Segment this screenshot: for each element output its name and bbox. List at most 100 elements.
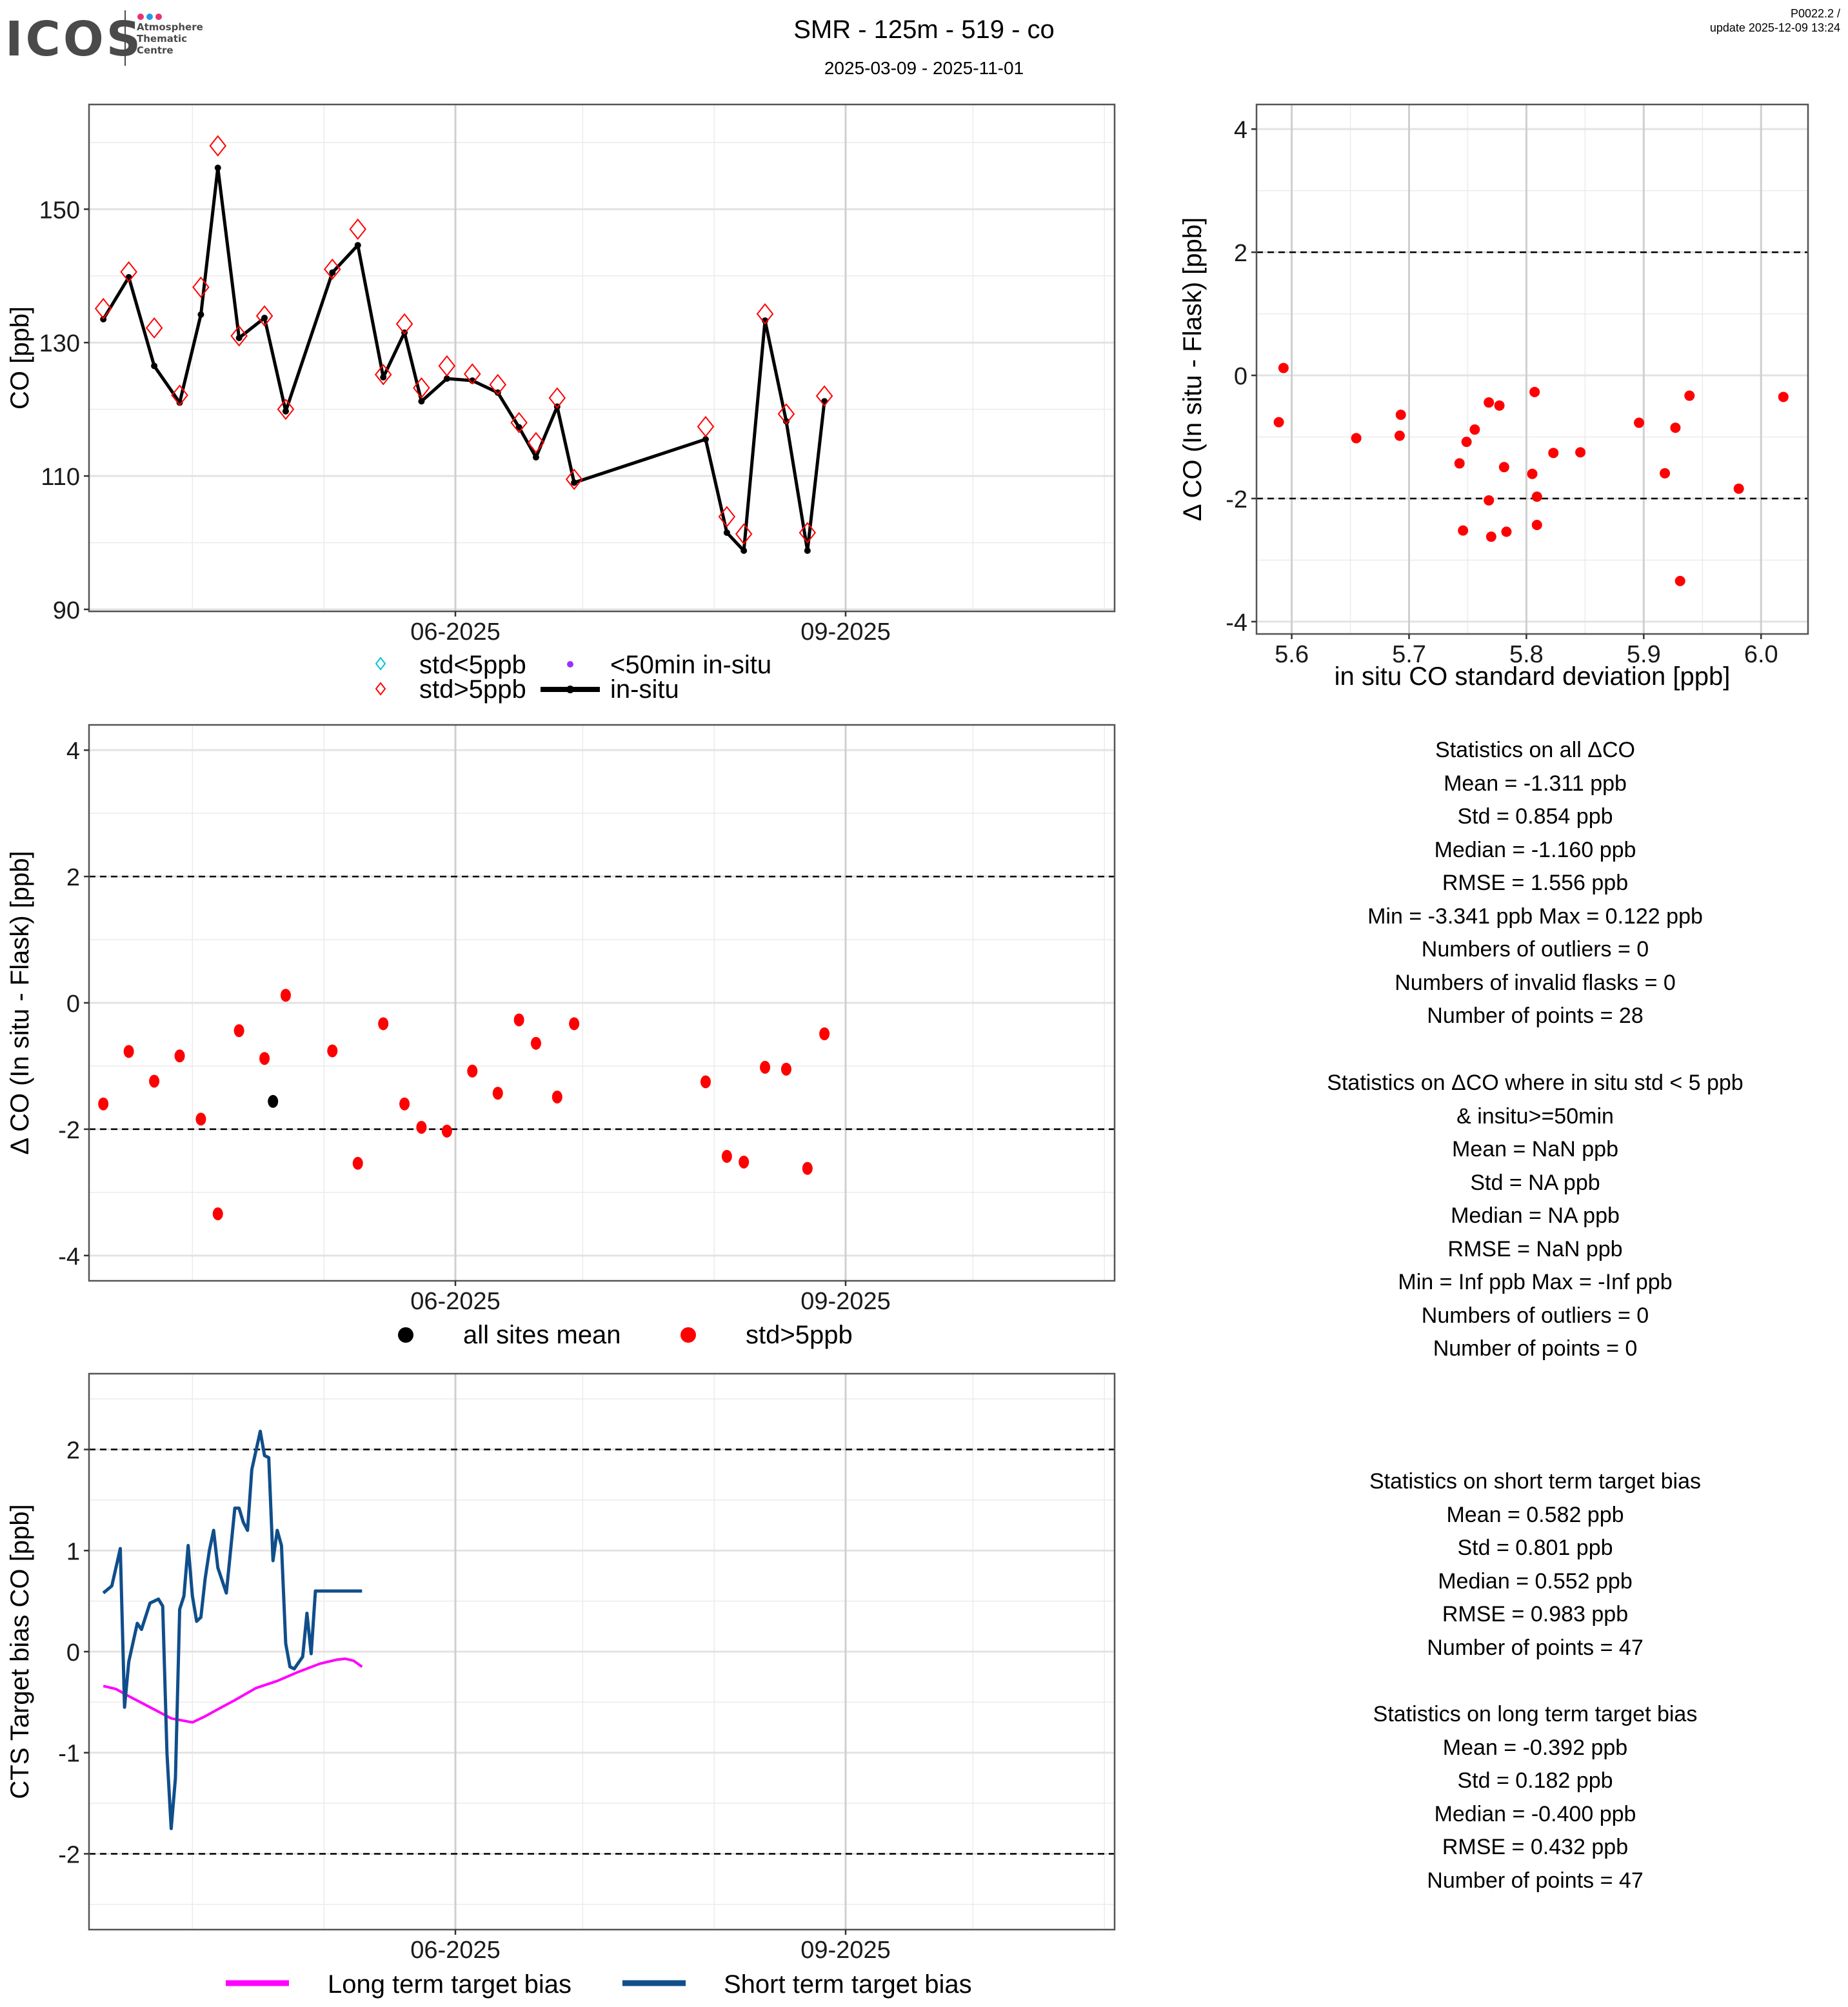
stats-line: Median = -0.400 ppb bbox=[1434, 1801, 1636, 1826]
logo-line: Thematic bbox=[137, 33, 188, 44]
y-tick-label: 2 bbox=[1234, 240, 1247, 267]
y-tick-label: -2 bbox=[1226, 486, 1247, 513]
flask-point bbox=[735, 523, 753, 545]
plot-frame bbox=[1255, 103, 1809, 635]
scatter-point bbox=[1484, 397, 1495, 408]
stats-line: Std = 0.854 ppb bbox=[1457, 804, 1613, 829]
delta-point bbox=[280, 989, 291, 1002]
flask-point bbox=[464, 363, 481, 385]
stats-line: Std = NA ppb bbox=[1470, 1170, 1600, 1195]
x-tick-label: 5.7 bbox=[1392, 641, 1426, 668]
x-ticks: 5.6 5.7 5.8 5.9 6.0 bbox=[1275, 634, 1778, 668]
legend-label: std>5ppb bbox=[419, 675, 526, 704]
delta-point bbox=[98, 1097, 109, 1111]
flask-point bbox=[489, 373, 507, 395]
delta-point bbox=[327, 1044, 338, 1058]
stats-line: Mean = NaN ppb bbox=[1452, 1137, 1618, 1162]
flask-point bbox=[718, 506, 736, 528]
stats-heading: Statistics on ΔCO where in situ std < 5 … bbox=[1327, 1071, 1744, 1095]
y-tick-label: 2 bbox=[66, 864, 80, 891]
scatter-point bbox=[1498, 462, 1509, 473]
x-tick-label: 09-2025 bbox=[800, 618, 890, 646]
insitu-point bbox=[515, 424, 522, 431]
x-ticks: 06-2025 09-2025 bbox=[410, 1281, 891, 1315]
flask-point bbox=[145, 317, 163, 339]
insitu-point bbox=[214, 164, 221, 172]
flask-point bbox=[395, 313, 413, 335]
flask-point bbox=[815, 385, 833, 407]
insitu-point bbox=[443, 375, 450, 382]
y-ticks: -4 -2 0 2 4 bbox=[58, 738, 89, 1270]
insitu-point bbox=[782, 418, 790, 425]
delta-point bbox=[802, 1162, 813, 1175]
x-tick-label: 5.9 bbox=[1627, 641, 1661, 668]
flask-point bbox=[565, 468, 583, 490]
flask-point bbox=[94, 297, 112, 320]
flask-point bbox=[548, 387, 566, 409]
dot-red-icon bbox=[681, 1327, 696, 1343]
flask-point bbox=[324, 258, 341, 281]
stats-line: Median = NA ppb bbox=[1451, 1203, 1620, 1228]
plot-frame bbox=[88, 103, 1116, 613]
stats-line: Numbers of outliers = 0 bbox=[1421, 1303, 1649, 1328]
y-tick-label: 4 bbox=[1234, 117, 1247, 144]
insitu-point bbox=[740, 547, 748, 554]
delta-point bbox=[780, 1062, 791, 1076]
y-ticks: 90 110 130 150 bbox=[39, 197, 89, 624]
insitu-point bbox=[151, 362, 158, 370]
diamond-red-icon bbox=[375, 682, 386, 696]
legend-label: std<5ppb bbox=[419, 651, 526, 679]
legend-label: std>5ppb bbox=[746, 1321, 853, 1349]
scatter-point bbox=[1670, 422, 1681, 433]
x-tick-label: 06-2025 bbox=[410, 1288, 500, 1315]
stats-short-term-bias: Statistics on short term target bias Mean… bbox=[1264, 1465, 1806, 1665]
scatter-point bbox=[1273, 417, 1284, 428]
scatter-point bbox=[1469, 424, 1480, 435]
grid bbox=[89, 1374, 1115, 1930]
x-tick-label: 5.8 bbox=[1509, 641, 1544, 668]
flask-point bbox=[799, 522, 817, 544]
stats-filtered-delta: Statistics on ΔCO where in situ std < 5 … bbox=[1264, 1067, 1806, 1366]
delta-point bbox=[569, 1017, 580, 1031]
scatter-point bbox=[1529, 386, 1540, 397]
reference-lines bbox=[89, 875, 1115, 1131]
page-title: SMR - 125m - 519 - co bbox=[793, 15, 1055, 44]
scatter-point bbox=[1531, 491, 1542, 502]
scatter-point bbox=[1458, 525, 1469, 536]
delta-timeseries-chart: -4 -2 0 2 4 06-2025 09-2025 Δ CO (In situ - F… bbox=[6, 724, 1116, 1315]
x-axis-label: in situ CO standard deviation [ppb] bbox=[1335, 662, 1731, 691]
delta-point bbox=[530, 1036, 541, 1050]
logo-line: Atmosphere bbox=[137, 21, 203, 33]
stats-line: Median = -1.160 ppb bbox=[1434, 837, 1636, 862]
y-ticks: -4 -2 0 2 4 bbox=[1226, 117, 1257, 637]
delta-point bbox=[123, 1045, 134, 1058]
insitu-point bbox=[282, 408, 289, 415]
legend-middle: all sites mean std>5ppb bbox=[398, 1321, 853, 1349]
y-tick-label: 90 bbox=[53, 597, 80, 624]
insitu-point bbox=[532, 454, 539, 461]
y-tick-label: 150 bbox=[39, 197, 80, 224]
delta-point bbox=[513, 1013, 524, 1027]
x-tick-label: 5.6 bbox=[1275, 641, 1309, 668]
y-axis-label: Δ CO (In situ - Flask) [ppb] bbox=[1178, 217, 1207, 521]
target-bias-chart: -2 -1 0 1 2 06-2025 09-2025 CTS Target bias C… bbox=[6, 1372, 1116, 1964]
delta-point bbox=[399, 1097, 410, 1111]
y-tick-label: 1 bbox=[66, 1538, 80, 1565]
insitu-point bbox=[494, 389, 501, 396]
stats-heading: Statistics on short term target bias bbox=[1369, 1469, 1701, 1494]
version-label: P0022.2 / bbox=[1790, 7, 1840, 20]
y-tick-label: -2 bbox=[58, 1117, 80, 1144]
stats-line: RMSE = 1.556 ppb bbox=[1442, 871, 1629, 895]
stats-line: Std = 0.801 ppb bbox=[1457, 1536, 1613, 1560]
delta-point bbox=[174, 1049, 185, 1063]
flask-point bbox=[527, 431, 545, 453]
delta-point bbox=[819, 1027, 830, 1040]
y-axis-label: Δ CO (In situ - Flask) [ppb] bbox=[6, 851, 34, 1154]
insitu-point bbox=[418, 398, 425, 405]
scatter-point bbox=[1575, 447, 1586, 458]
short-term-bias-line bbox=[102, 1429, 363, 1830]
delta-point bbox=[739, 1155, 750, 1169]
insitu-point bbox=[571, 479, 578, 486]
stats-long-term-bias: Statistics on long term target bias Mean … bbox=[1264, 1698, 1806, 1897]
insitu-point bbox=[804, 547, 811, 554]
